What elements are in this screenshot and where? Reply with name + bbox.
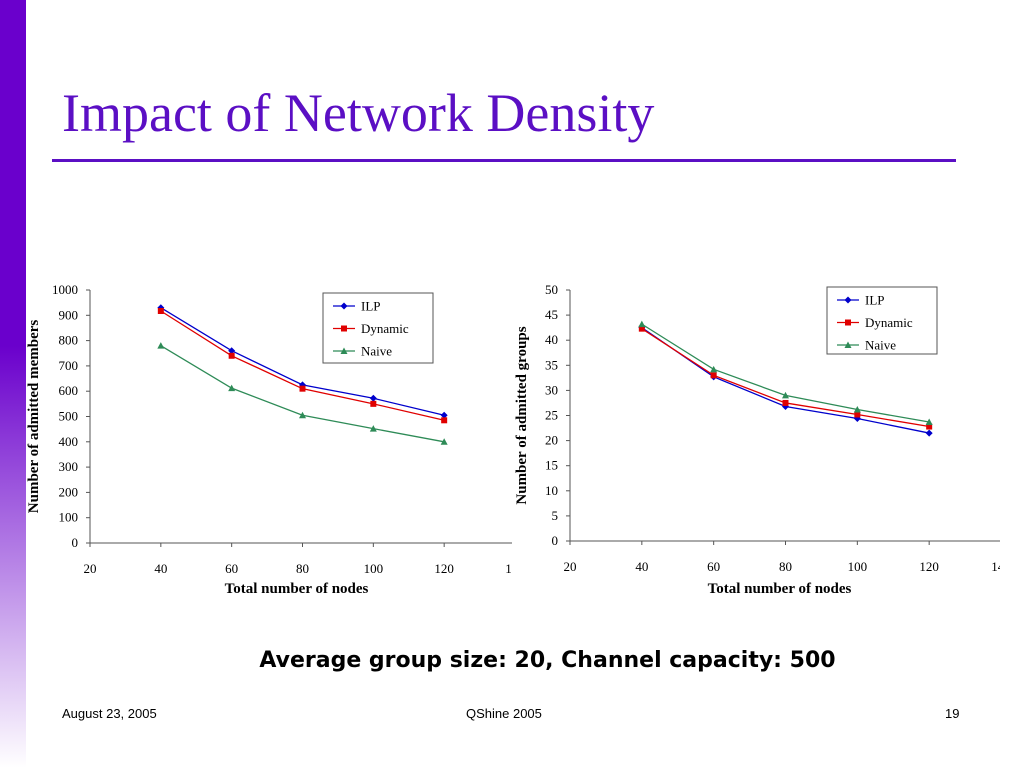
y-tick-label: 50 bbox=[545, 282, 558, 297]
y-tick-label: 800 bbox=[59, 333, 79, 348]
series-naive-point bbox=[853, 405, 861, 413]
x-tick-label: 80 bbox=[296, 561, 309, 576]
x-axis-title: Total number of nodes bbox=[708, 581, 852, 597]
y-tick-label: 30 bbox=[545, 382, 558, 397]
y-tick-label: 35 bbox=[545, 357, 558, 372]
x-tick-label: 20 bbox=[84, 561, 97, 576]
series-ilp-point bbox=[440, 411, 448, 419]
series-naive-point bbox=[440, 438, 448, 445]
series-ilp-point bbox=[228, 347, 236, 355]
y-tick-label: 900 bbox=[59, 307, 79, 322]
series-dynamic bbox=[638, 325, 933, 430]
chart-legend: ILP Dynamic Naive bbox=[826, 286, 938, 355]
side-accent-bar bbox=[0, 0, 26, 768]
legend-label: ILP bbox=[361, 299, 381, 314]
y-tick-label: 45 bbox=[545, 307, 558, 322]
x-tick-label: 100 bbox=[364, 561, 384, 576]
x-tick-label: 40 bbox=[635, 559, 648, 574]
slide-subtitle: Average group size: 20, Channel capacity… bbox=[259, 648, 836, 673]
series-dynamic bbox=[157, 307, 448, 424]
series-naive-point bbox=[228, 384, 236, 392]
legend-label: Dynamic bbox=[865, 315, 913, 330]
y-tick-label: 20 bbox=[545, 433, 558, 448]
series-dynamic-point bbox=[370, 400, 377, 407]
footer-date: August 23, 2005 bbox=[62, 706, 157, 721]
x-tick-label: 80 bbox=[779, 559, 792, 574]
series-dynamic-point bbox=[157, 307, 164, 314]
y-tick-label: 40 bbox=[545, 332, 558, 347]
series-dynamic-point bbox=[638, 325, 645, 332]
legend-label: ILP bbox=[865, 293, 885, 308]
y-tick-label: 25 bbox=[545, 408, 558, 423]
series-naive bbox=[157, 342, 448, 445]
y-tick-label: 5 bbox=[552, 508, 559, 523]
y-tick-label: 0 bbox=[72, 535, 79, 550]
x-tick-label: 20 bbox=[564, 559, 577, 574]
legend-swatch-marker bbox=[844, 341, 852, 348]
series-dynamic-point bbox=[228, 352, 235, 359]
series-naive-point bbox=[638, 320, 646, 328]
series-dynamic-point bbox=[926, 423, 933, 430]
y-axis-title: Number of admitted groups bbox=[514, 326, 530, 504]
x-tick-label: 60 bbox=[707, 559, 720, 574]
x-tick-label: 60 bbox=[225, 561, 238, 576]
series-naive-point bbox=[369, 425, 377, 432]
y-tick-label: 1000 bbox=[52, 282, 78, 297]
legend-swatch-marker bbox=[340, 302, 348, 310]
series-dynamic-point bbox=[710, 372, 717, 379]
series-ilp-point bbox=[369, 394, 377, 402]
legend-label: Dynamic bbox=[361, 321, 409, 336]
legend-swatch-marker bbox=[845, 319, 851, 326]
series-ilp-point bbox=[925, 429, 933, 437]
y-tick-label: 700 bbox=[59, 358, 79, 373]
y-tick-label: 600 bbox=[59, 383, 79, 398]
y-tick-label: 0 bbox=[552, 533, 559, 548]
series-dynamic-point bbox=[854, 411, 861, 418]
y-tick-label: 100 bbox=[59, 510, 79, 525]
y-tick-label: 400 bbox=[59, 434, 79, 449]
y-tick-label: 15 bbox=[545, 458, 558, 473]
series-dynamic-point bbox=[782, 399, 789, 406]
series-naive bbox=[638, 320, 933, 426]
y-axis-title: Number of admitted members bbox=[26, 320, 42, 514]
x-tick-label: 100 bbox=[848, 559, 868, 574]
legend-label: Naive bbox=[865, 338, 896, 353]
series-naive-point bbox=[925, 418, 933, 426]
y-tick-label: 200 bbox=[59, 484, 79, 499]
series-naive-point bbox=[157, 342, 165, 349]
chart-legend: ILP Dynamic Naive bbox=[322, 292, 434, 364]
series-dynamic-point bbox=[441, 417, 448, 424]
slide-title: Impact of Network Density bbox=[62, 83, 655, 143]
series-naive-point bbox=[710, 365, 718, 373]
legend-swatch-marker bbox=[844, 296, 852, 304]
footer-page-number: 19 bbox=[945, 706, 960, 721]
chart-admitted-members-svg: 0 100 200 300 400 500 600 700 800 900 1000 20 40 60 80… bbox=[26, 282, 525, 597]
x-tick-label: 120 bbox=[919, 559, 939, 574]
x-tick-label: 40 bbox=[154, 561, 167, 576]
series-naive-point bbox=[782, 391, 789, 399]
chart-admitted-groups-svg: 0 5 10 15 20 25 30 35 40 45 50 20 40 60 80 100 120 140 Tot… bbox=[514, 282, 1011, 597]
x-tick-label: 120 bbox=[434, 561, 454, 576]
legend-label: Naive bbox=[361, 344, 392, 359]
series-dynamic-point bbox=[299, 385, 306, 392]
legend-swatch-marker bbox=[341, 325, 347, 332]
y-tick-label: 300 bbox=[59, 459, 79, 474]
y-tick-label: 10 bbox=[545, 483, 558, 498]
x-axis-title: Total number of nodes bbox=[225, 581, 369, 597]
legend-swatch-marker bbox=[340, 347, 348, 354]
series-ilp-point bbox=[782, 402, 789, 410]
title-underline bbox=[52, 159, 956, 162]
footer-conference: QShine 2005 bbox=[466, 706, 542, 721]
x-tick-label: 140 bbox=[991, 559, 1000, 574]
chart-admitted-members: 0 100 200 300 400 500 600 700 800 900 1000 20 40 60 80… bbox=[12, 270, 525, 610]
chart-admitted-groups: 0 5 10 15 20 25 30 35 40 45 50 20 40 60 80 100 120 140 Tot… bbox=[500, 270, 1011, 610]
series-naive-point bbox=[299, 411, 306, 419]
y-tick-label: 500 bbox=[59, 409, 79, 424]
